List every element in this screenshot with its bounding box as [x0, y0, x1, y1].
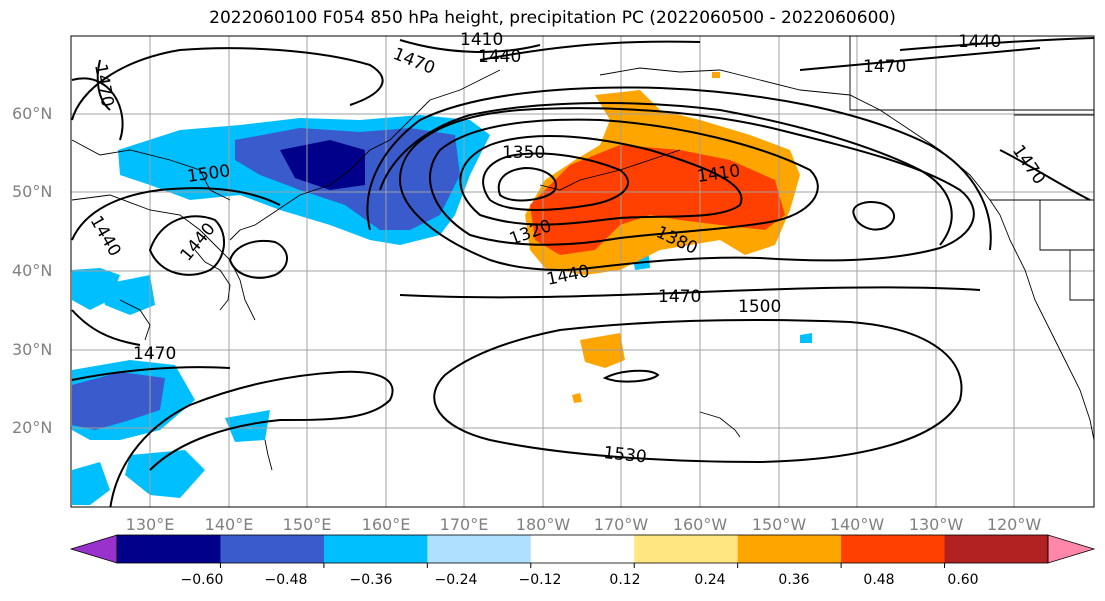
lon-label: 130°W — [908, 515, 964, 534]
lon-label: 160°E — [361, 515, 411, 534]
lon-label: 140°E — [204, 515, 254, 534]
colorbar-tick-label: 0.12 — [609, 572, 641, 588]
contour-label: 1470 — [658, 287, 701, 307]
colorbar-tick-label: −0.36 — [349, 572, 393, 588]
lon-label: 150°W — [751, 515, 807, 534]
colorbar-frame — [116, 534, 1049, 564]
lat-label: 20°N — [12, 418, 53, 437]
lon-label: 170°E — [439, 515, 489, 534]
colorbar-segment — [323, 535, 428, 563]
colorbar-tick-label: 0.24 — [694, 572, 726, 588]
colorbar-segment — [220, 535, 325, 563]
coastlines — [71, 36, 1094, 471]
colorbar-segments — [117, 535, 1049, 563]
colorbar-tick-label: 0.60 — [947, 572, 979, 588]
lat-label: 60°N — [12, 104, 53, 123]
lon-label: 120°W — [986, 515, 1042, 534]
colorbar-tick-label: −0.12 — [518, 572, 562, 588]
lon-label: 150°E — [282, 515, 332, 534]
lon-label: 170°W — [593, 515, 649, 534]
contour-label: 1350 — [502, 143, 545, 163]
colorbar-extend-right — [1047, 534, 1096, 564]
colorbar-segment — [737, 535, 842, 563]
lon-label: 180°W — [515, 515, 571, 534]
contour-label: 1530 — [602, 443, 647, 467]
colorbar-tick-label: 0.48 — [863, 572, 895, 588]
contour-label: 1500 — [738, 297, 781, 317]
map-title: 2022060100 F054 850 hPa height, precipit… — [209, 8, 896, 28]
contour-label: 1440 — [478, 47, 521, 67]
colorbar-segment — [944, 535, 1049, 563]
colorbar — [69, 534, 1096, 568]
lon-label: 160°W — [672, 515, 728, 534]
colorbar-segment — [117, 535, 221, 563]
colorbar-segment — [427, 535, 532, 563]
colorbar-segment — [841, 535, 946, 563]
lat-label: 40°N — [12, 261, 53, 280]
lat-label: 30°N — [12, 340, 53, 359]
lon-label: 140°W — [829, 515, 885, 534]
contour-label: 1410 — [460, 30, 503, 50]
contour-label: 1440 — [958, 32, 1001, 52]
colorbar-tick-label: −0.48 — [264, 572, 308, 588]
contour-label: 1470 — [863, 57, 906, 77]
colorbar-extend-left — [69, 534, 118, 564]
contour-label: 1470 — [133, 344, 176, 364]
colorbar-tick-label: −0.24 — [434, 572, 478, 588]
height-contours — [71, 37, 1094, 507]
lat-label: 50°N — [12, 182, 53, 201]
colorbar-ticks — [219, 563, 946, 568]
colorbar-tick-label: 0.36 — [778, 572, 810, 588]
colorbar-segment — [634, 535, 739, 563]
colorbar-tick-label: −0.60 — [180, 572, 224, 588]
map-frame — [70, 35, 1095, 508]
graticule — [71, 36, 1094, 507]
lon-label: 130°E — [125, 515, 175, 534]
colorbar-segment — [530, 535, 635, 563]
